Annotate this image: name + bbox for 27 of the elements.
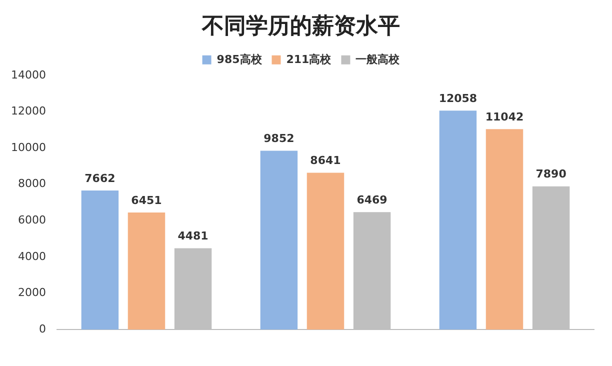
y-tick-label: 0: [38, 322, 46, 336]
y-tick-label: 4000: [18, 250, 46, 263]
bar: [128, 212, 166, 330]
data-label: 12058: [438, 92, 478, 106]
legend-label: 985高校: [216, 52, 263, 66]
chart-title: 不同学历的薪资水平: [201, 14, 400, 39]
data-label: 9852: [264, 132, 294, 146]
legend-label: 211高校: [286, 52, 332, 66]
bar: [486, 129, 524, 330]
y-tick-label: 12000: [10, 104, 46, 118]
data-label: 11042: [485, 110, 524, 124]
bar: [439, 110, 477, 330]
data-label: 6469: [356, 194, 388, 206]
y-tick-label: 10000: [10, 140, 46, 154]
data-label: 7662: [84, 172, 116, 185]
bar: [260, 150, 298, 330]
y-tick-label: 2000: [18, 286, 46, 300]
y-tick-label: 8000: [18, 177, 46, 190]
data-label: 6451: [131, 194, 162, 207]
y-tick-label: 14000: [10, 68, 46, 82]
data-label: 4481: [178, 230, 208, 243]
y-tick-label: 6000: [18, 214, 46, 227]
legend-label: 一般高校: [356, 52, 401, 66]
bar: [81, 190, 119, 330]
data-label: 8641: [310, 154, 341, 168]
bar: [306, 172, 344, 330]
data-label: 7890: [536, 168, 567, 181]
